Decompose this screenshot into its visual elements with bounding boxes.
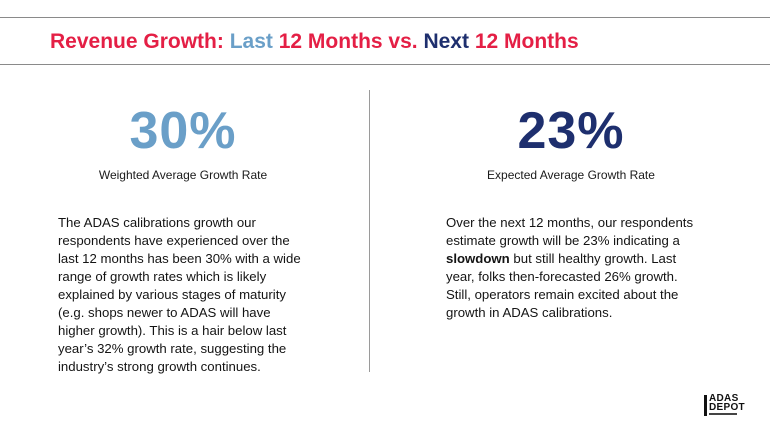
expected-average-stat: 23% [517, 102, 625, 160]
slowdown-emphasis: slowdown [446, 251, 510, 266]
left-body-text: The ADAS calibrations growth our respond… [58, 215, 301, 374]
right-body-text: Over the next 12 months, our respondents… [446, 214, 696, 322]
logo-line-adas: ADAS [709, 393, 739, 404]
top-rule [0, 17, 770, 18]
title-part-12-months: 12 Months [474, 30, 579, 53]
logo-tagline-mark [709, 413, 737, 415]
title-part-12-months-vs: 12 Months vs. [278, 30, 418, 53]
right-body-part1: Over the next 12 months, our respondents… [446, 215, 694, 248]
column-divider [369, 90, 370, 372]
left-column: 30% Weighted Average Growth Rate The ADA… [58, 100, 308, 389]
title-part-revenue-growth: Revenue Growth: [50, 30, 224, 53]
adas-depot-logo: ADAS DEPOT [704, 393, 745, 418]
page-title: Revenue Growth: Last 12 Months vs. Next … [50, 29, 579, 55]
title-part-last: Last [229, 30, 273, 53]
expected-average-label: Expected Average Growth Rate [487, 168, 655, 182]
right-column: 23% Expected Average Growth Rate Over th… [446, 100, 696, 335]
weighted-average-label: Weighted Average Growth Rate [98, 168, 268, 182]
weighted-average-stat: 30% [129, 102, 237, 160]
logo-line-depot: DEPOT [709, 402, 745, 413]
title-underline-rule [0, 64, 770, 65]
logo-bar [704, 395, 707, 416]
right-body-part2: but still healthy growth. Last year, fol… [446, 251, 679, 320]
title-part-next: Next [423, 30, 469, 53]
